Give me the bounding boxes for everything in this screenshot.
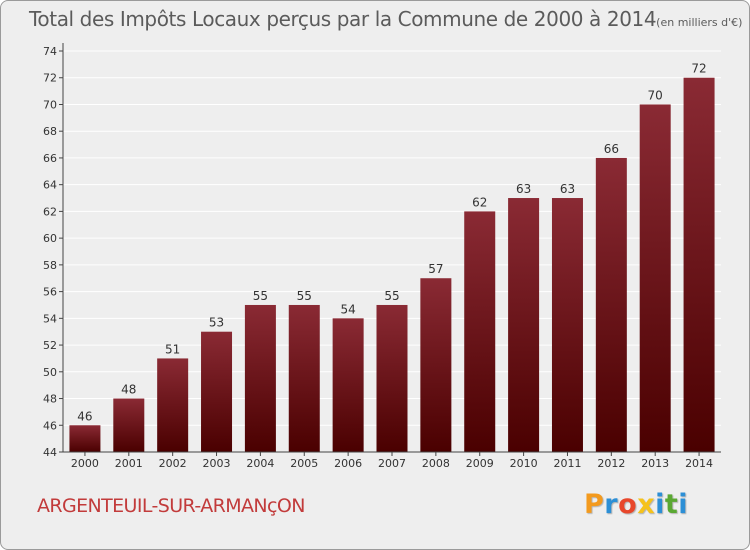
bar (376, 304, 408, 452)
commune-name: ARGENTEUIL-SUR-ARMANçON (37, 495, 305, 517)
logo-letter: r (604, 489, 619, 520)
bar (113, 398, 145, 452)
x-tick-label: 2005 (290, 457, 318, 470)
data-label: 55 (297, 289, 312, 303)
bar (244, 304, 276, 452)
x-tick-label: 2008 (422, 457, 450, 470)
data-label: 46 (77, 409, 92, 423)
y-tick-label: 54 (43, 312, 57, 325)
data-label: 63 (516, 182, 531, 196)
y-tick-label: 62 (43, 205, 57, 218)
x-tick-label: 2009 (466, 457, 494, 470)
y-tick-label: 74 (43, 45, 57, 58)
chart-unit: (en milliers d'€) (656, 16, 743, 29)
y-tick-label: 56 (43, 286, 57, 299)
x-tick-label: 2000 (71, 457, 99, 470)
x-tick-label: 2013 (641, 457, 669, 470)
data-label: 66 (604, 142, 619, 156)
data-label: 53 (209, 316, 224, 330)
data-label: 55 (384, 289, 399, 303)
y-tick-label: 68 (43, 125, 57, 138)
bar (639, 104, 671, 452)
chart-title-text: Total des Impôts Locaux perçus par la Co… (29, 7, 657, 31)
data-label: 62 (472, 195, 487, 209)
x-tick-label: 2014 (685, 457, 713, 470)
data-label: 63 (560, 182, 575, 196)
logo-letter: P (584, 489, 605, 520)
x-tick-label: 2003 (203, 457, 231, 470)
y-tick-label: 50 (43, 366, 57, 379)
y-tick-label: 58 (43, 259, 57, 272)
logo-letter: x (637, 489, 656, 520)
chart-title: Total des Impôts Locaux perçus par la Co… (29, 7, 742, 31)
bars: 46 48 51 53 55 55 54 55 57 62 63 63 66 70 72 (69, 62, 715, 452)
bar (157, 358, 189, 452)
y-tick-label: 60 (43, 232, 57, 245)
x-tick-label: 2012 (597, 457, 625, 470)
logo-letter: i (655, 489, 665, 520)
data-label: 55 (253, 289, 268, 303)
bar (69, 425, 101, 452)
bar (464, 211, 496, 452)
logo-letter: o (618, 489, 638, 520)
y-tick-label: 48 (43, 393, 57, 406)
x-tick-label: 2007 (378, 457, 406, 470)
bar (683, 77, 715, 452)
bar (508, 198, 540, 452)
data-label: 70 (648, 88, 663, 102)
x-tick-label: 2004 (246, 457, 274, 470)
bar (420, 278, 452, 452)
y-tick-label: 66 (43, 152, 57, 165)
bar (551, 198, 583, 452)
data-label: 48 (121, 383, 136, 397)
y-tick-label: 44 (43, 446, 57, 459)
logo-letter: t (664, 489, 679, 520)
data-label: 54 (340, 302, 355, 316)
y-tick-label: 64 (43, 179, 57, 192)
bar (288, 304, 320, 452)
y-tick-label: 52 (43, 339, 57, 352)
y-tick-label: 46 (43, 419, 57, 432)
logo-letter: i (678, 489, 689, 520)
bar (201, 331, 233, 452)
axes: 44 46 48 50 52 54 56 58 60 62 64 66 68 70 72 74 2000 2001… (43, 43, 721, 470)
x-tick-label: 2006 (334, 457, 362, 470)
data-label: 51 (165, 342, 180, 356)
x-tick-label: 2001 (115, 457, 143, 470)
x-tick-label: 2002 (159, 457, 187, 470)
y-tick-label: 70 (43, 98, 57, 111)
proxiti-logo[interactable]: Proxiti (584, 489, 688, 520)
bar (595, 157, 627, 452)
x-tick-label: 2010 (510, 457, 538, 470)
y-tick-label: 72 (43, 72, 57, 85)
data-label: 57 (428, 262, 443, 276)
data-label: 72 (691, 62, 706, 76)
bar (332, 318, 364, 452)
x-tick-label: 2011 (553, 457, 581, 470)
